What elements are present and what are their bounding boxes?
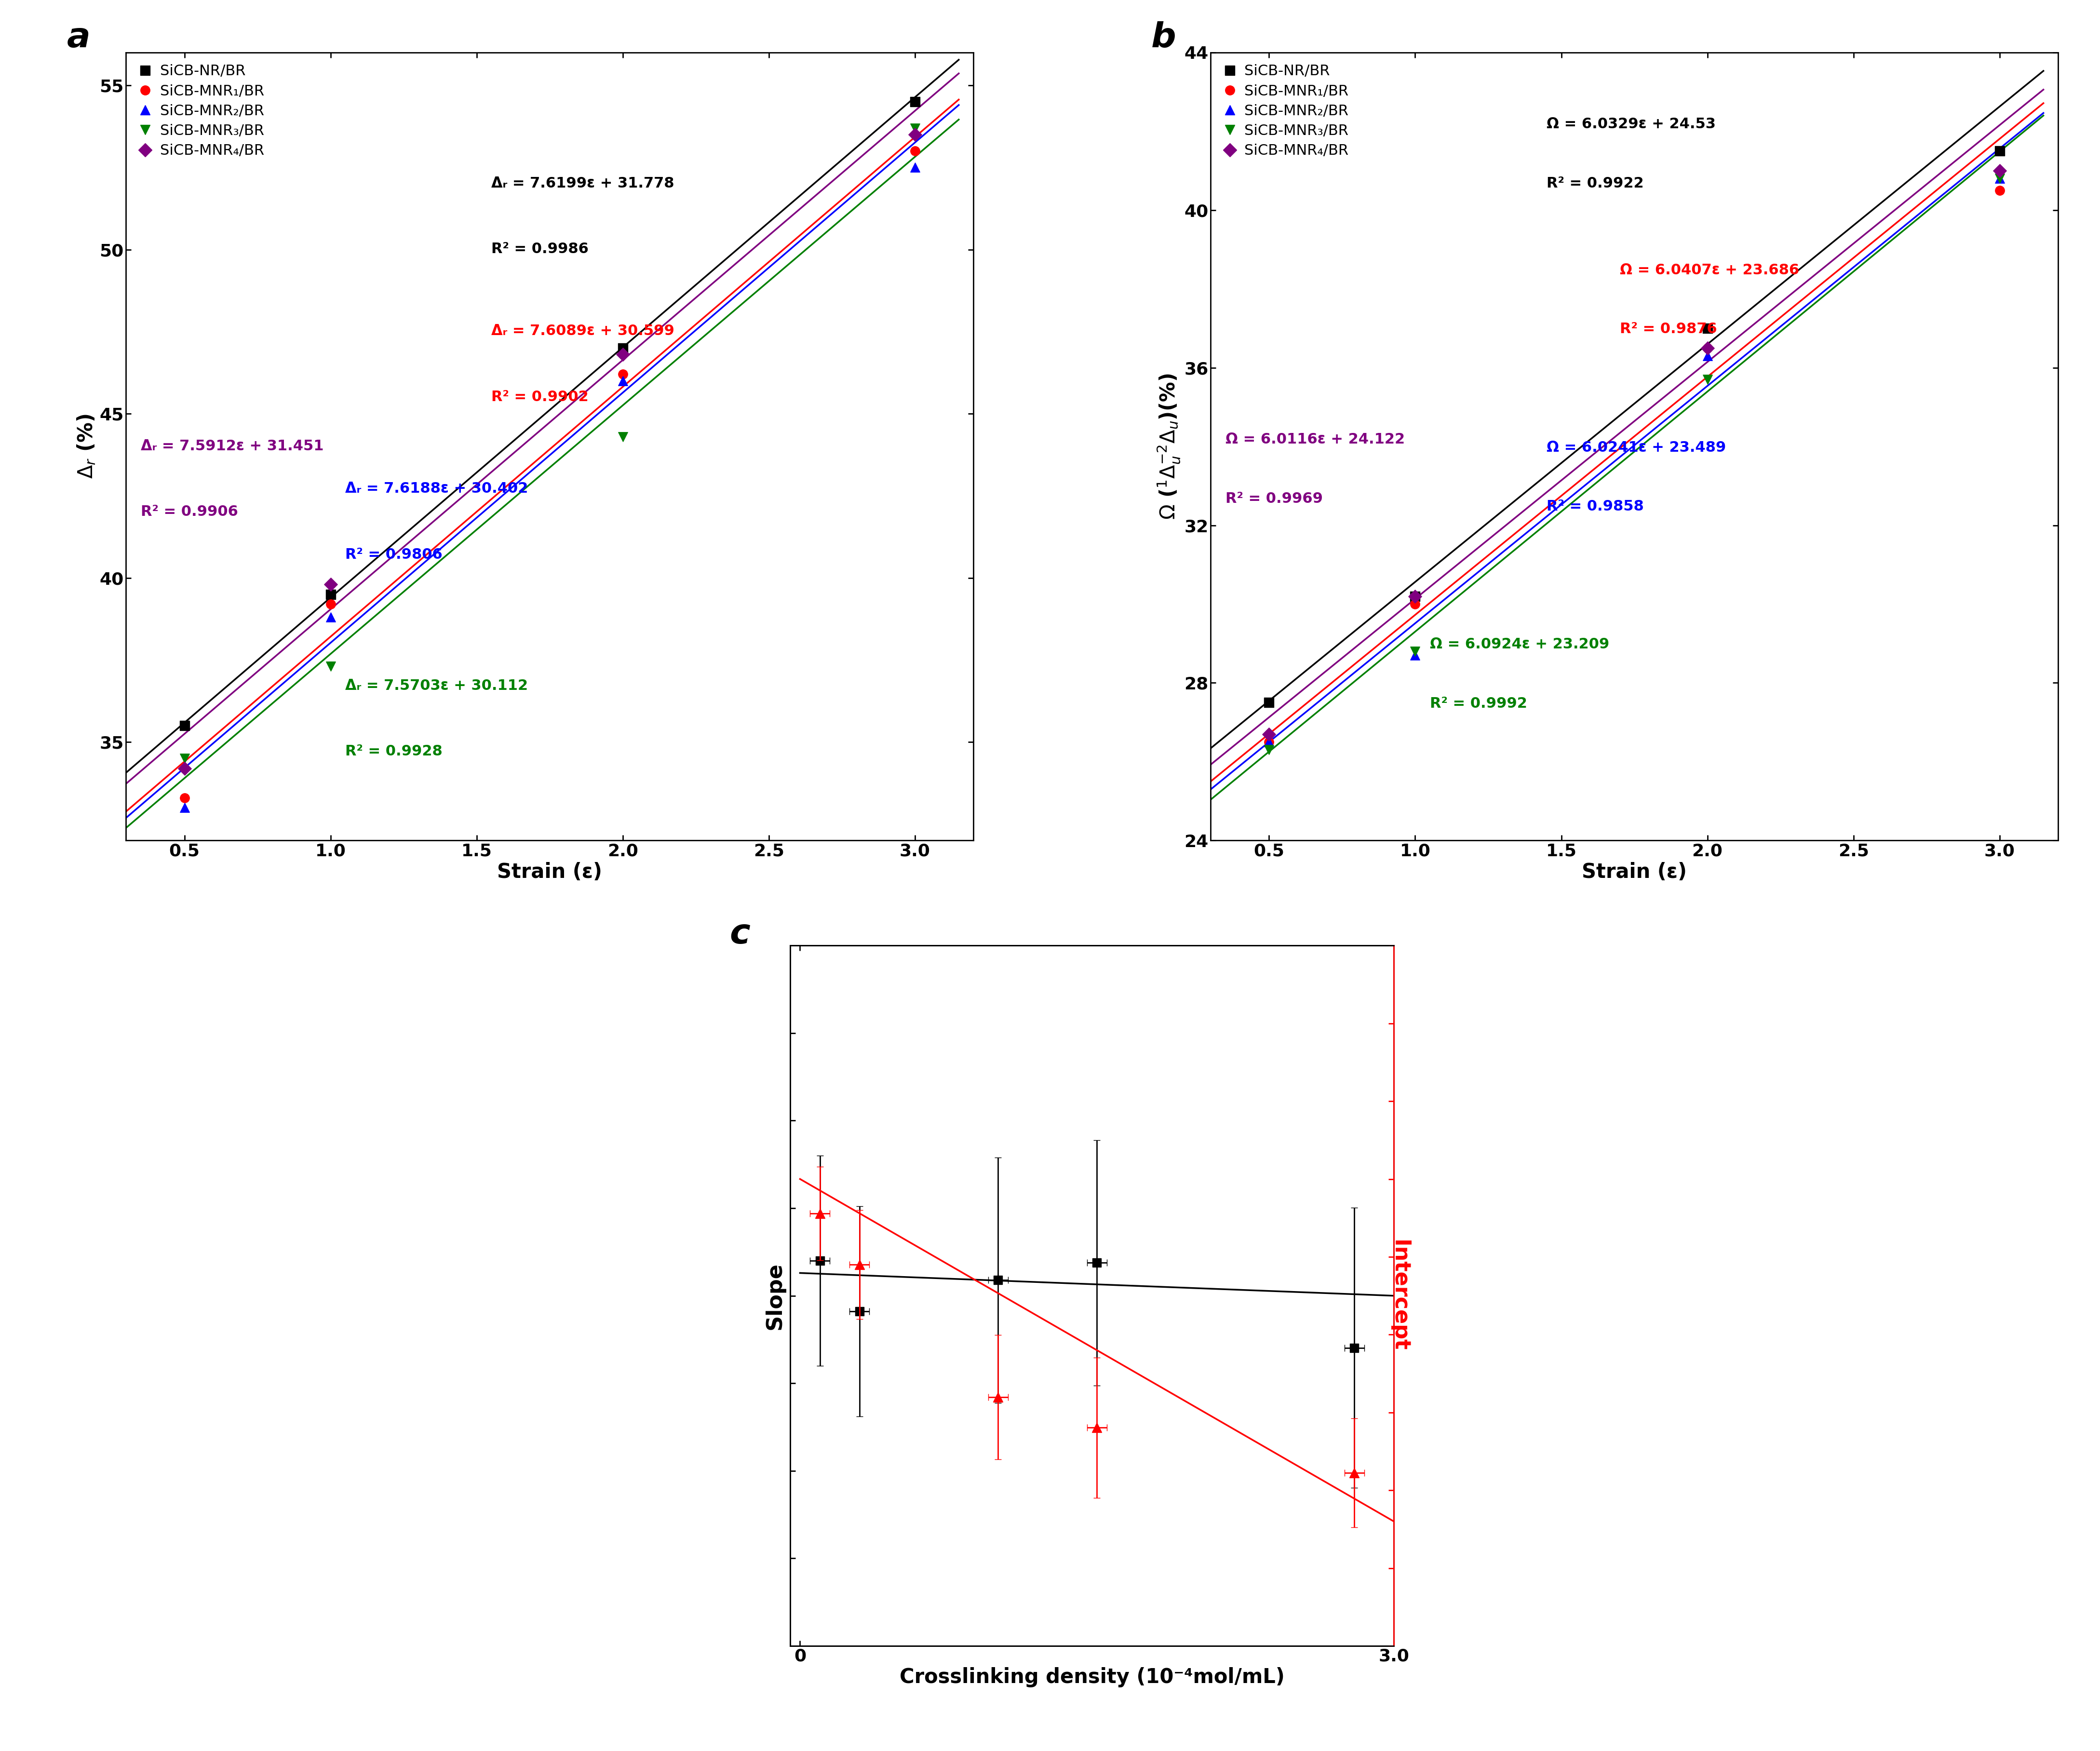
Point — [1252, 728, 1285, 756]
Y-axis label: Intercept: Intercept — [1388, 1240, 1409, 1352]
Text: R² = 0.9986: R² = 0.9986 — [491, 242, 588, 256]
Point — [1691, 341, 1724, 369]
Point — [607, 340, 640, 369]
Point — [313, 653, 346, 681]
Point — [1252, 728, 1285, 756]
Text: Δᵣ = 7.6089ε + 30.599: Δᵣ = 7.6089ε + 30.599 — [491, 324, 674, 338]
Point — [168, 711, 202, 739]
Point — [313, 590, 346, 618]
Point — [1252, 688, 1285, 716]
Point — [313, 571, 346, 599]
Text: R² = 0.9922: R² = 0.9922 — [1548, 177, 1644, 191]
Point — [1982, 137, 2016, 165]
Point — [607, 361, 640, 389]
Point — [1399, 581, 1432, 609]
Point — [899, 154, 932, 182]
Text: R² = 0.9928: R² = 0.9928 — [344, 744, 443, 758]
Point — [899, 114, 932, 142]
Point — [1399, 581, 1432, 609]
Point — [1399, 637, 1432, 665]
Point — [1691, 366, 1724, 394]
Point — [1399, 641, 1432, 669]
Point — [168, 744, 202, 772]
Text: R² = 0.9806: R² = 0.9806 — [344, 548, 443, 562]
Text: Ω = 6.0241ε + 23.489: Ω = 6.0241ε + 23.489 — [1548, 441, 1726, 455]
Text: Δᵣ = 7.5912ε + 31.451: Δᵣ = 7.5912ε + 31.451 — [141, 440, 323, 454]
Text: c: c — [731, 918, 750, 951]
Point — [1982, 165, 2016, 193]
Point — [1252, 735, 1285, 763]
Point — [899, 137, 932, 165]
Point — [607, 422, 640, 450]
Text: R² = 0.9858: R² = 0.9858 — [1548, 499, 1644, 513]
Point — [1691, 313, 1724, 341]
Point — [607, 366, 640, 394]
Point — [1691, 334, 1724, 362]
X-axis label: Strain (ε): Strain (ε) — [498, 861, 603, 883]
Text: Δᵣ = 7.5703ε + 30.112: Δᵣ = 7.5703ε + 30.112 — [344, 679, 527, 693]
X-axis label: Strain (ε): Strain (ε) — [1581, 861, 1686, 883]
Point — [1691, 334, 1724, 362]
Text: R² = 0.9992: R² = 0.9992 — [1430, 697, 1527, 711]
X-axis label: Crosslinking density (10⁻⁴mol/mL): Crosslinking density (10⁻⁴mol/mL) — [899, 1667, 1285, 1688]
Point — [607, 334, 640, 362]
Text: Δᵣ = 7.6188ε + 30.402: Δᵣ = 7.6188ε + 30.402 — [344, 482, 527, 496]
Point — [1982, 156, 2016, 184]
Text: R² = 0.9969: R² = 0.9969 — [1224, 492, 1323, 506]
Point — [899, 88, 932, 116]
Text: R² = 0.9906: R² = 0.9906 — [141, 504, 237, 518]
Point — [168, 755, 202, 783]
Y-axis label: $\Omega$ ($^{1}\Delta_u^{-2}\Delta_u$)(%): $\Omega$ ($^{1}\Delta_u^{-2}\Delta_u$)(%… — [1155, 373, 1182, 520]
Text: a: a — [67, 21, 90, 54]
Point — [1982, 165, 2016, 193]
Point — [168, 793, 202, 821]
Text: Δᵣ = 7.6199ε + 31.778: Δᵣ = 7.6199ε + 31.778 — [491, 177, 674, 191]
Text: R² = 0.9876: R² = 0.9876 — [1619, 322, 1718, 336]
Text: Ω = 6.0407ε + 23.686: Ω = 6.0407ε + 23.686 — [1619, 263, 1800, 277]
Point — [168, 784, 202, 812]
Text: Ω = 6.0329ε + 24.53: Ω = 6.0329ε + 24.53 — [1548, 117, 1716, 131]
Text: Ω = 6.0924ε + 23.209: Ω = 6.0924ε + 23.209 — [1430, 637, 1609, 651]
Y-axis label: $\Delta_r$ (%): $\Delta_r$ (%) — [76, 413, 97, 480]
Point — [313, 580, 346, 608]
Point — [1252, 720, 1285, 748]
Legend: SiCB-NR/BR, SiCB-MNR₁/BR, SiCB-MNR₂/BR, SiCB-MNR₃/BR, SiCB-MNR₄/BR: SiCB-NR/BR, SiCB-MNR₁/BR, SiCB-MNR₂/BR, … — [134, 60, 269, 163]
Point — [899, 121, 932, 149]
Legend: SiCB-NR/BR, SiCB-MNR₁/BR, SiCB-MNR₂/BR, SiCB-MNR₃/BR, SiCB-MNR₄/BR: SiCB-NR/BR, SiCB-MNR₁/BR, SiCB-MNR₂/BR, … — [1218, 60, 1352, 163]
Point — [313, 602, 346, 630]
Text: R² = 0.9902: R² = 0.9902 — [491, 390, 588, 404]
Text: b: b — [1151, 21, 1176, 54]
Point — [1399, 590, 1432, 618]
Text: Ω = 6.0116ε + 24.122: Ω = 6.0116ε + 24.122 — [1224, 432, 1405, 447]
Y-axis label: Slope: Slope — [764, 1262, 785, 1329]
Point — [1982, 177, 2016, 205]
